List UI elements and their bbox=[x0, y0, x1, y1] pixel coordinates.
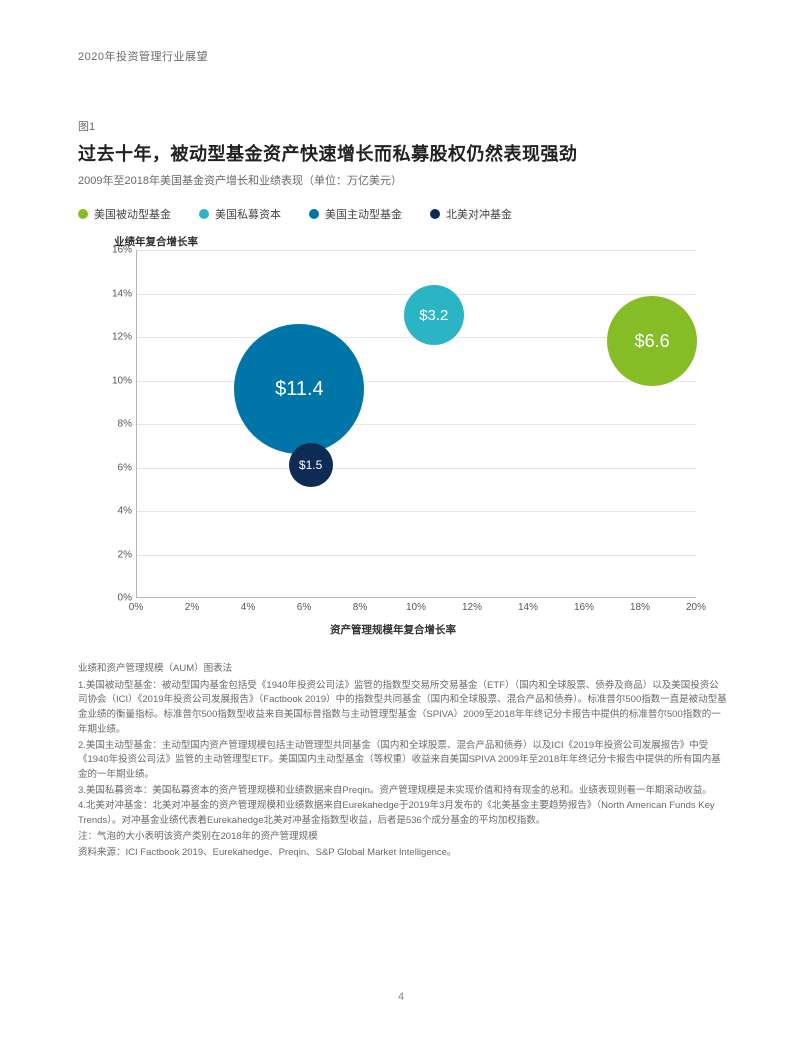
legend-swatch bbox=[309, 209, 319, 219]
gridline bbox=[137, 468, 696, 469]
bubble: $6.6 bbox=[607, 296, 697, 386]
legend-label: 美国私募资本 bbox=[215, 206, 281, 222]
y-tick-label: 10% bbox=[102, 375, 132, 386]
y-tick-label: 8% bbox=[102, 419, 132, 430]
gridline bbox=[137, 511, 696, 512]
y-tick-label: 0% bbox=[102, 593, 132, 604]
x-axis-title: 资产管理规模年复合增长率 bbox=[78, 622, 708, 637]
legend-swatch bbox=[78, 209, 88, 219]
figure-block: 图1 过去十年，被动型基金资产快速增长而私募股权仍然表现强劲 2009年至201… bbox=[78, 118, 728, 861]
legend-label: 美国主动型基金 bbox=[325, 206, 402, 222]
legend-label: 北美对冲基金 bbox=[446, 206, 512, 222]
x-tick-label: 4% bbox=[241, 602, 255, 613]
chart-legend: 美国被动型基金 美国私募资本 美国主动型基金 北美对冲基金 bbox=[78, 206, 728, 222]
footnotes-note: 注：气泡的大小表明该资产类别在2018年的资产管理规模 bbox=[78, 830, 728, 845]
footnote-item: 4.北美对冲基金：北美对冲基金的资产管理规模和业绩数据来自Eurekahedge… bbox=[78, 799, 728, 828]
figure-title: 过去十年，被动型基金资产快速增长而私募股权仍然表现强劲 bbox=[78, 140, 728, 166]
gridline bbox=[137, 555, 696, 556]
footnote-item: 2.美国主动型基金：主动型国内资产管理规模包括主动管理型共同基金（国内和全球股票… bbox=[78, 739, 728, 783]
bubble: $3.2 bbox=[404, 285, 464, 345]
footnotes-source: 资料来源：ICI Factbook 2019、Eurekahedge、Preqi… bbox=[78, 846, 728, 861]
x-tick-label: 14% bbox=[518, 602, 538, 613]
y-tick-label: 14% bbox=[102, 288, 132, 299]
y-tick-label: 16% bbox=[102, 245, 132, 256]
y-tick-label: 4% bbox=[102, 506, 132, 517]
figure-subtitle: 2009年至2018年美国基金资产增长和业绩表现（单位：万亿美元） bbox=[78, 172, 728, 188]
legend-swatch bbox=[430, 209, 440, 219]
x-tick-label: 2% bbox=[185, 602, 199, 613]
x-tick-label: 10% bbox=[406, 602, 426, 613]
footnotes: 业绩和资产管理规模（AUM）图表法 1.美国被动型基金：被动型国内基金包括受《1… bbox=[78, 662, 728, 860]
gridline bbox=[137, 424, 696, 425]
legend-label: 美国被动型基金 bbox=[94, 206, 171, 222]
y-tick-label: 2% bbox=[102, 549, 132, 560]
y-tick-label: 12% bbox=[102, 332, 132, 343]
x-tick-label: 0% bbox=[129, 602, 143, 613]
x-tick-label: 8% bbox=[353, 602, 367, 613]
footnote-item: 1.美国被动型基金：被动型国内基金包括受《1940年投资公司法》监管的指数型交易… bbox=[78, 679, 728, 738]
figure-label: 图1 bbox=[78, 118, 728, 134]
legend-item: 美国私募资本 bbox=[199, 206, 281, 222]
footnote-item: 3.美国私募资本：美国私募资本的资产管理规模和业绩数据来自Preqin。资产管理… bbox=[78, 784, 728, 799]
x-tick-label: 18% bbox=[630, 602, 650, 613]
bubble: $1.5 bbox=[289, 443, 333, 487]
legend-item: 北美对冲基金 bbox=[430, 206, 512, 222]
x-tick-label: 6% bbox=[297, 602, 311, 613]
x-tick-label: 12% bbox=[462, 602, 482, 613]
x-tick-label: 16% bbox=[574, 602, 594, 613]
gridline bbox=[137, 250, 696, 251]
bubble-chart: 业绩年复合增长率 $11.4$3.2$6.6$1.5 0%2%4%6%8%10%… bbox=[78, 236, 708, 646]
y-tick-label: 6% bbox=[102, 462, 132, 473]
legend-swatch bbox=[199, 209, 209, 219]
page-header: 2020年投资管理行业展望 bbox=[78, 48, 208, 64]
bubble: $11.4 bbox=[234, 324, 364, 454]
page-number: 4 bbox=[0, 991, 802, 1003]
legend-item: 美国主动型基金 bbox=[309, 206, 402, 222]
plot-area: $11.4 $3.2 $6.6 $1.5 bbox=[136, 250, 696, 598]
legend-item: 美国被动型基金 bbox=[78, 206, 171, 222]
gridline bbox=[137, 381, 696, 382]
x-tick-label: 20% bbox=[686, 602, 706, 613]
footnotes-head: 业绩和资产管理规模（AUM）图表法 bbox=[78, 662, 728, 677]
